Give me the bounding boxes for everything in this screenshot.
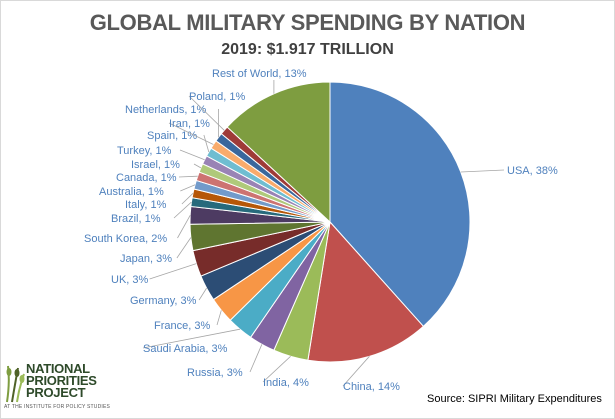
slice-label-rest-of-world: Rest of World, 13% <box>212 68 307 80</box>
slice-label-spain: Spain, 1% <box>147 130 197 142</box>
leader-line-japan <box>176 237 192 259</box>
chart-subtitle: 2019: $1.917 TRILLION <box>221 41 394 58</box>
leader-line-france <box>216 310 222 326</box>
slice-label-germany: Germany, 3% <box>130 295 197 307</box>
slice-label-japan: Japan, 3% <box>120 253 172 265</box>
logo-tagline: AT THE INSTITUTE FOR POLICY STUDIES <box>4 404 111 410</box>
slice-label-uk: UK, 3% <box>111 274 149 286</box>
slice-label-poland: Poland, 1% <box>189 91 245 103</box>
logo-wordmark: NATIONAL PRIORITIES PROJECT <box>26 361 97 400</box>
slice-label-russia: Russia, 3% <box>187 367 243 379</box>
leader-line-canada <box>178 175 198 178</box>
slice-label-south-korea: South Korea, 2% <box>84 233 167 245</box>
slice-label-france: France, 3% <box>154 320 210 332</box>
leader-line-israel <box>193 163 202 169</box>
leader-line-spain <box>203 134 210 153</box>
slice-label-saudi-arabia: Saudi Arabia, 3% <box>143 343 228 355</box>
slice-label-italy: Italy, 1% <box>125 199 167 211</box>
logo-line-3: PROJECT <box>26 385 86 400</box>
leader-line-italy <box>181 193 194 205</box>
slice-label-brazil: Brazil, 1% <box>111 213 161 225</box>
chart-title: GLOBAL MILITARY SPENDING BY NATION <box>89 10 526 35</box>
slice-label-turkey: Turkey, 1% <box>117 145 172 157</box>
pie-slice-usa <box>329 81 471 328</box>
leader-line-germany <box>198 287 207 301</box>
slice-label-canada: Canada, 1% <box>116 172 177 184</box>
leader-line-poland <box>188 95 225 131</box>
slice-label-netherlands: Netherlands, 1% <box>125 104 207 116</box>
leader-line-australia <box>180 184 196 192</box>
leader-line-india <box>262 356 291 383</box>
slice-label-india: India, 4% <box>263 377 309 389</box>
slice-label-iran: Iran, 1% <box>169 118 210 130</box>
national-priorities-project-logo: NATIONAL PRIORITIES PROJECT AT THE INSTI… <box>4 362 154 416</box>
slice-label-australia: Australia, 1% <box>99 186 164 198</box>
pie-slice-rest-of-world <box>226 81 331 224</box>
source-note: Source: SIPRI Military Expenditures <box>427 393 602 405</box>
leader-line-china <box>342 356 370 387</box>
leader-line-iran <box>168 122 214 145</box>
leader-line-south-korea <box>177 215 191 239</box>
slice-label-israel: Israel, 1% <box>131 159 180 171</box>
leader-line-russia <box>249 344 263 373</box>
slice-label-china: China, 14% <box>343 381 400 393</box>
wheat-icon <box>6 365 25 403</box>
slice-label-usa: USA, 38% <box>507 165 558 177</box>
logo-line-2: PRIORITIES <box>26 373 97 388</box>
leader-line-brazil <box>173 201 192 219</box>
pie-slice-china <box>307 220 425 363</box>
leader-line-uk <box>149 263 197 280</box>
leader-line-usa <box>460 169 505 173</box>
leader-line-saudi-arabia <box>142 328 241 349</box>
leader-line-turkey <box>179 149 205 161</box>
logo-line-1: NATIONAL <box>26 361 90 376</box>
